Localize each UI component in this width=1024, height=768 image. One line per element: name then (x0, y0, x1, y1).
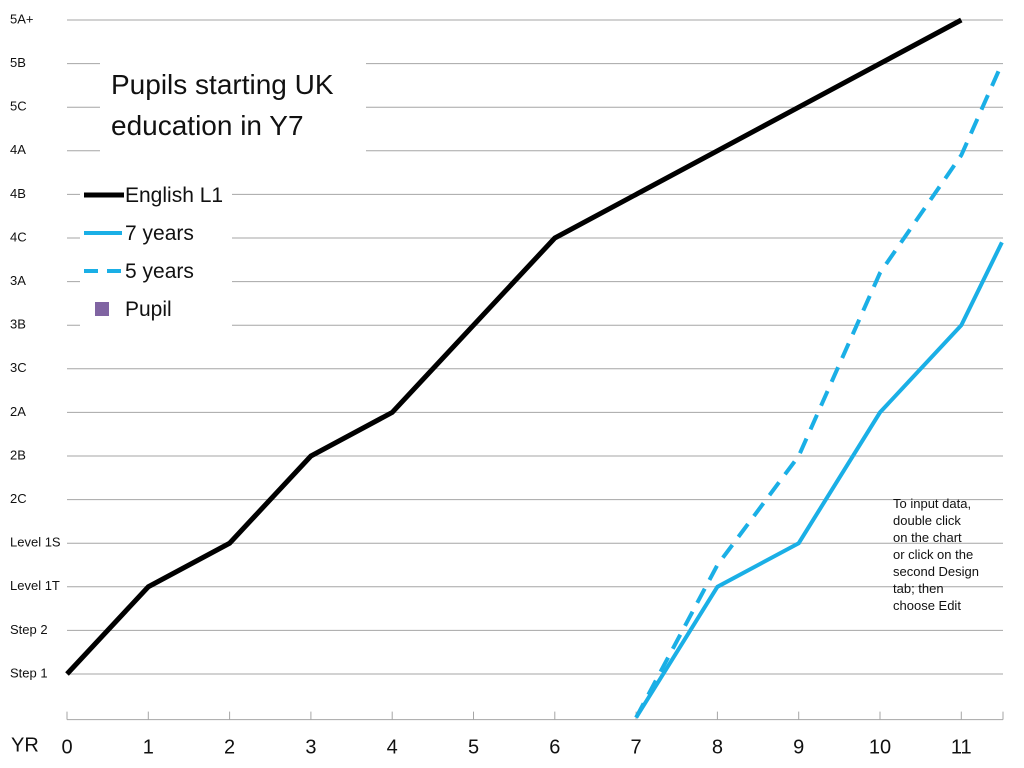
x-tick-label: 1 (143, 737, 154, 759)
x-tick-label: 3 (305, 737, 316, 759)
y-tick-label: 3A (10, 273, 26, 288)
x-tick-label: 6 (549, 737, 560, 759)
title-background (100, 60, 366, 152)
legend-background (80, 172, 232, 326)
y-tick-label: 5A+ (10, 11, 34, 26)
note-line: or click on the (893, 547, 974, 562)
y-tick-label: 3C (10, 360, 27, 375)
note-line: double click (893, 513, 961, 528)
y-tick-label: 2B (10, 447, 26, 462)
x-axis: 0 1 2 3 4 5 6 7 8 9 10 11 YR (11, 711, 1004, 759)
legend-swatch-pupil (95, 302, 109, 316)
x-tick-label: 4 (387, 737, 398, 759)
legend-label-7-years: 7 years (125, 222, 194, 245)
x-tick-label: 5 (468, 737, 479, 759)
chart-title-line-2: education in Y7 (111, 110, 304, 141)
y-tick-label: 4A (10, 142, 26, 157)
y-tick-label: 3B (10, 317, 26, 332)
y-tick-label: 2A (10, 404, 26, 419)
x-tick-label: 11 (951, 737, 972, 759)
y-tick-label: 5C (10, 99, 27, 114)
x-tick-label: 8 (712, 737, 723, 759)
legend-label-5-years: 5 years (125, 260, 194, 283)
input-data-note: To input data, double click on the chart… (893, 495, 1008, 614)
x-tick-label: 9 (793, 737, 804, 759)
chart-title-line-1: Pupils starting UK (111, 69, 334, 100)
y-tick-label: 5B (10, 55, 26, 70)
note-line: second Design (893, 564, 979, 579)
y-tick-label: Step 2 (10, 622, 48, 637)
y-tick-label: 2C (10, 491, 27, 506)
legend: English L1 7 years 5 years Pupil (80, 172, 232, 326)
y-tick-label: 4B (10, 186, 26, 201)
plot-series (65, 17, 1004, 719)
x-tick-label: 7 (631, 737, 642, 759)
y-tick-label: 4C (10, 229, 27, 244)
x-tick-label: 2 (224, 737, 235, 759)
x-tick-label: 0 (61, 737, 72, 759)
y-axis-labels: Step 1 Step 2 Level 1T Level 1S 2C 2B 2A 3C 3B 3A… (10, 11, 61, 680)
x-tick-label: 10 (869, 737, 891, 759)
note-line: tab; then (893, 581, 944, 596)
note-line: choose Edit (893, 598, 961, 613)
legend-label-english-l1: English L1 (125, 184, 223, 207)
note-line: on the chart (893, 530, 962, 545)
y-tick-label: Level 1T (10, 578, 60, 593)
legend-label-pupil: Pupil (125, 298, 172, 321)
note-line: To input data, (893, 496, 972, 511)
x-axis-title: YR (11, 735, 39, 757)
series-line-7-years (634, 241, 1004, 719)
y-tick-label: Step 1 (10, 665, 48, 680)
series-line-5-years (634, 62, 1004, 719)
series-line-english-l1 (65, 17, 963, 676)
y-tick-label: Level 1S (10, 535, 61, 550)
